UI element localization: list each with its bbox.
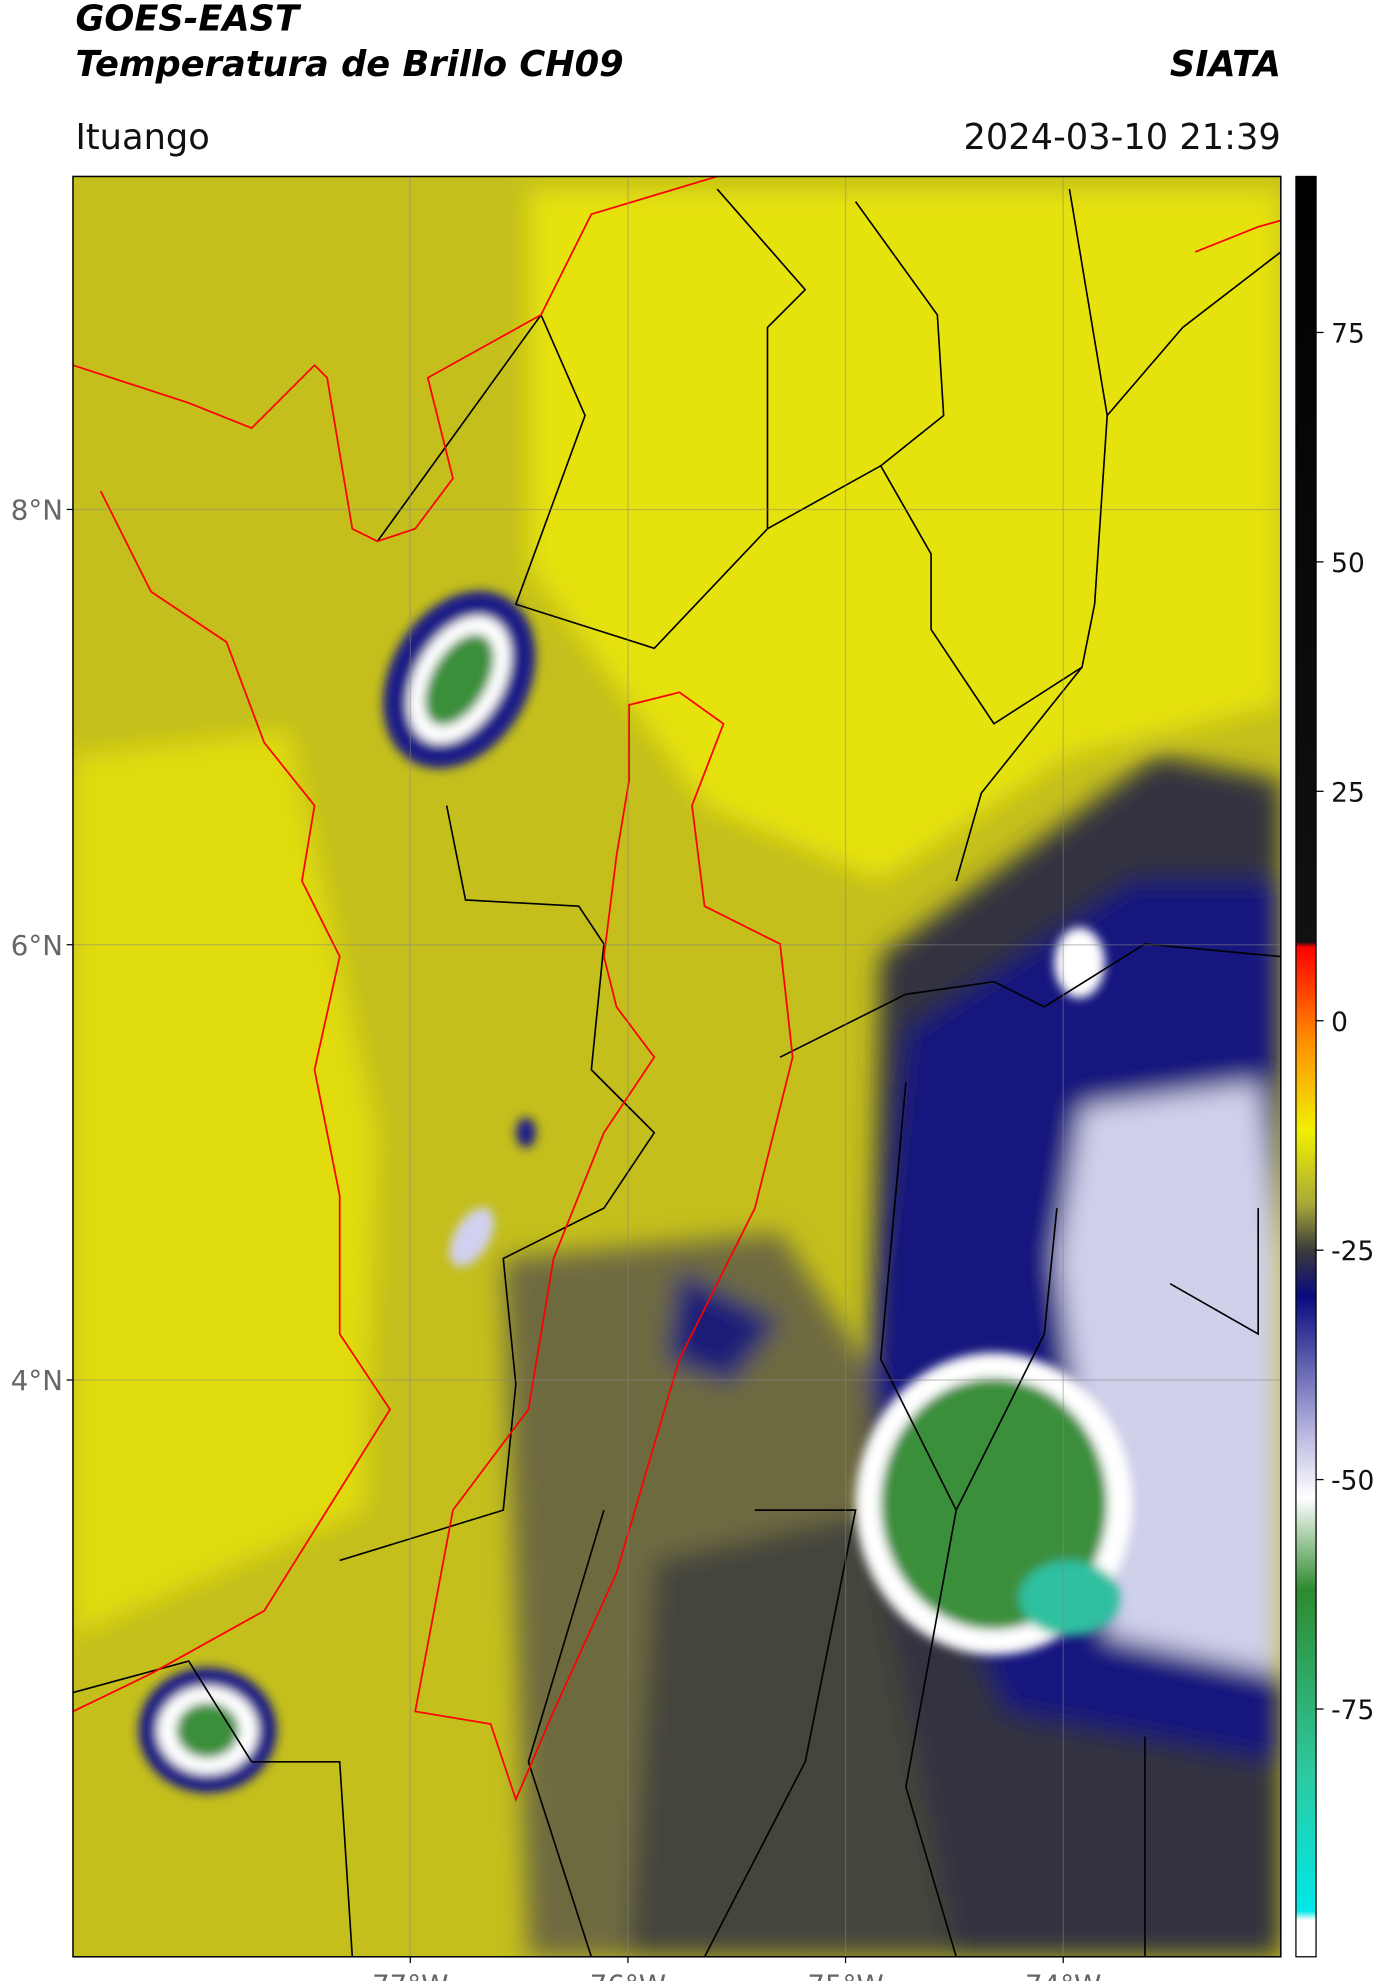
source: SIATA: [1170, 44, 1281, 85]
map-image: [72, 176, 1281, 1957]
colorbar: [1295, 175, 1317, 1958]
x-tick-label: 75°W: [807, 1969, 883, 1981]
y-tick-label: 6°N: [11, 929, 63, 962]
subtitle: Temperatura de Brillo CH09: [75, 44, 623, 85]
title: GOES-EAST: [75, 0, 302, 40]
location: Ituango: [75, 117, 209, 158]
x-tick-label: 76°W: [590, 1969, 666, 1981]
y-tick-label: 8°N: [11, 494, 63, 527]
colorbar-label: 25: [1331, 777, 1365, 808]
map-frame: [72, 175, 1282, 1958]
colorbar-label: -50: [1331, 1466, 1374, 1497]
colorbar-label: 0: [1331, 1007, 1348, 1038]
y-tick-label: 4°N: [11, 1364, 63, 1397]
x-tick-label: 74°W: [1025, 1969, 1101, 1981]
x-tick-label: 77°W: [372, 1969, 448, 1981]
colorbar-label: -25: [1331, 1236, 1374, 1267]
colorbar-label: 75: [1331, 319, 1365, 350]
colorbar-label: -75: [1331, 1695, 1374, 1726]
datetime: 2024-03-10 21:39: [963, 117, 1280, 158]
colorbar-label: 50: [1331, 548, 1365, 579]
